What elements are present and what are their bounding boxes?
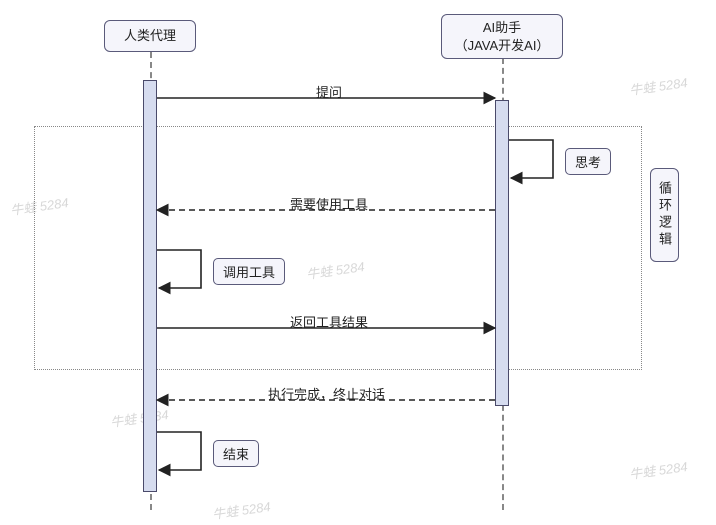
actor-ai-label-2: （JAVA开发AI） — [448, 37, 556, 55]
actor-ai-label-1: AI助手 — [448, 19, 556, 37]
label-end: 结束 — [213, 440, 259, 467]
label-need-tool: 需要使用工具 — [290, 194, 368, 213]
actor-human-label: 人类代理 — [124, 27, 176, 45]
activation-human — [143, 80, 157, 492]
actor-human: 人类代理 — [104, 20, 196, 52]
watermark: 牛蛙 5284 — [211, 496, 272, 523]
label-result: 返回工具结果 — [290, 312, 368, 331]
activation-ai — [495, 100, 509, 406]
label-done: 执行完成，终止对话 — [268, 384, 385, 403]
watermark: 牛蛙 5284 — [628, 72, 689, 99]
sequence-diagram: 牛蛙 5284 牛蛙 5284 牛蛙 5284 牛蛙 5284 牛蛙 5284 … — [0, 0, 716, 525]
watermark: 牛蛙 5284 — [628, 456, 689, 483]
label-think: 思考 — [565, 148, 611, 175]
arrow-end — [157, 432, 201, 470]
actor-ai: AI助手 （JAVA开发AI） — [441, 14, 563, 59]
loop-label: 循环逻辑 — [650, 168, 679, 262]
label-call-tool: 调用工具 — [213, 258, 285, 285]
label-ask: 提问 — [316, 82, 342, 101]
loop-frame — [34, 126, 642, 370]
watermark: 牛蛙 5284 — [109, 404, 170, 431]
